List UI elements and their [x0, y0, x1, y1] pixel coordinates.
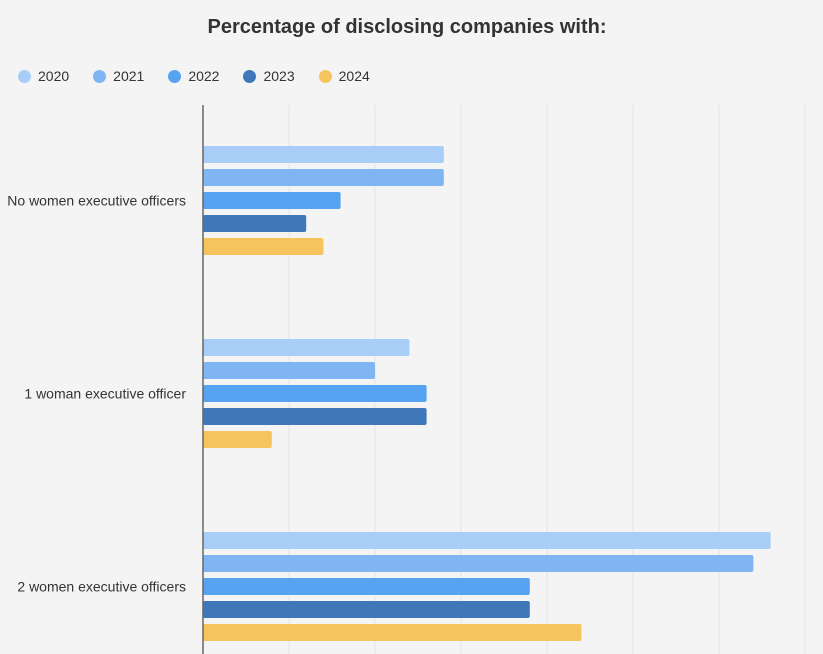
bar-2020-cat2[interactable]	[203, 532, 771, 549]
bar-2020-cat1[interactable]	[203, 339, 410, 356]
legend-item-2022[interactable]: 2022	[168, 68, 219, 84]
legend: 2020 2021 2022 2023 2024	[18, 67, 394, 85]
bar-2024-cat1[interactable]	[203, 431, 272, 448]
bar-2022-cat2[interactable]	[203, 578, 530, 595]
legend-label-2023: 2023	[263, 68, 295, 84]
category-label: 2 women executive officers	[17, 579, 186, 595]
legend-label-2020: 2020	[38, 68, 70, 84]
bar-2023-cat0[interactable]	[203, 215, 307, 232]
bar-2021-cat2[interactable]	[203, 555, 754, 572]
legend-swatch-2023	[243, 69, 257, 83]
bar-2023-cat2[interactable]	[203, 601, 530, 618]
bar-2021-cat0[interactable]	[203, 169, 444, 186]
legend-label-2022: 2022	[188, 68, 220, 84]
legend-item-2020[interactable]: 2020	[18, 68, 69, 84]
bar-2020-cat0[interactable]	[203, 146, 444, 163]
chart-title: Percentage of disclosing companies with:	[207, 16, 607, 38]
legend-item-2024[interactable]: 2024	[318, 68, 370, 84]
legend-label-2021: 2021	[113, 68, 145, 84]
bar-2024-cat0[interactable]	[203, 238, 324, 255]
legend-label-2024: 2024	[338, 68, 370, 84]
bar-2022-cat1[interactable]	[203, 385, 427, 402]
legend-swatch-2021	[93, 69, 107, 83]
category-label: No women executive officers	[7, 193, 186, 209]
legend-swatch-2022	[168, 69, 182, 83]
bar-2024-cat2[interactable]	[203, 624, 582, 641]
legend-item-2023[interactable]: 2023	[243, 68, 295, 84]
category-label: 1 woman executive officer	[24, 386, 186, 402]
legend-item-2021[interactable]: 2021	[93, 68, 144, 84]
bar-2022-cat0[interactable]	[203, 192, 341, 209]
bar-2021-cat1[interactable]	[203, 362, 375, 379]
bar-2023-cat1[interactable]	[203, 408, 427, 425]
legend-swatch-2024	[318, 69, 332, 83]
legend-swatch-2020	[18, 69, 31, 83]
